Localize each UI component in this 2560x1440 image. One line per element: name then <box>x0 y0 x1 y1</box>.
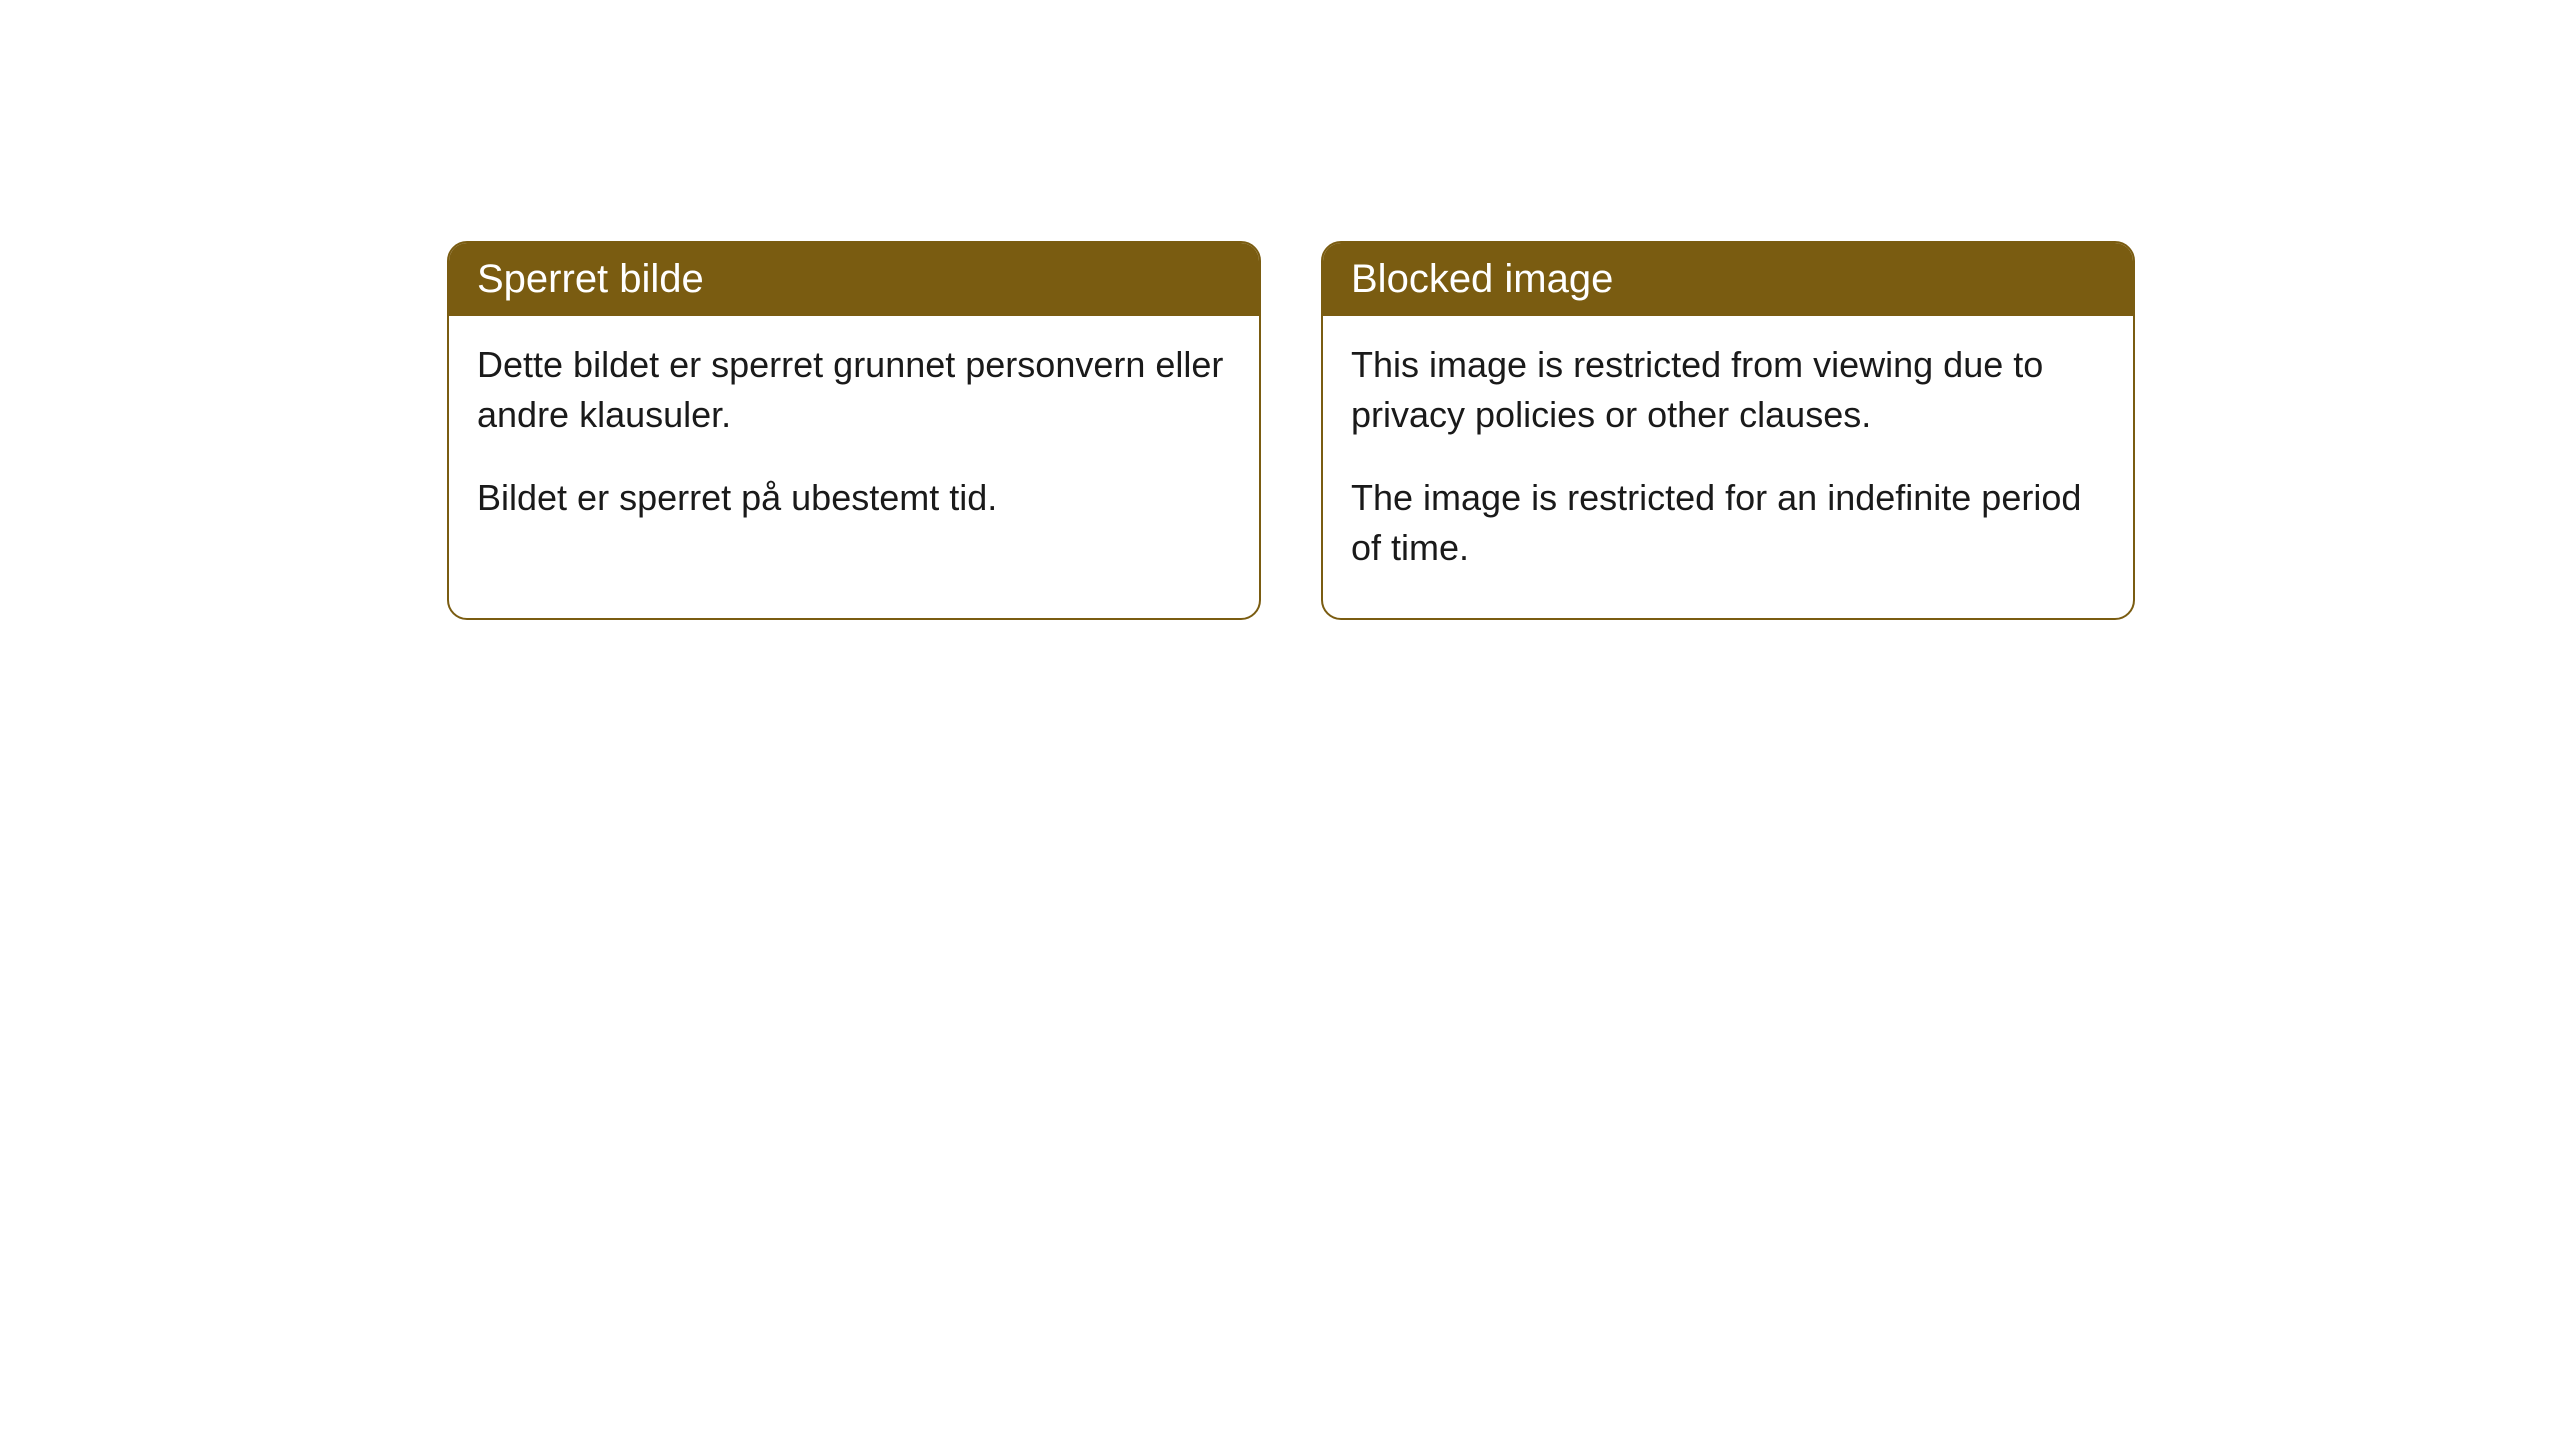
card-paragraph-2-english: The image is restricted for an indefinit… <box>1351 473 2105 574</box>
blocked-image-card-norwegian: Sperret bilde Dette bildet er sperret gr… <box>447 241 1261 620</box>
card-paragraph-2-norwegian: Bildet er sperret på ubestemt tid. <box>477 473 1231 523</box>
card-body-norwegian: Dette bildet er sperret grunnet personve… <box>449 316 1259 567</box>
card-header-norwegian: Sperret bilde <box>449 243 1259 316</box>
card-body-english: This image is restricted from viewing du… <box>1323 316 2133 618</box>
card-paragraph-1-norwegian: Dette bildet er sperret grunnet personve… <box>477 340 1231 441</box>
card-title-english: Blocked image <box>1351 257 1613 301</box>
notice-cards-container: Sperret bilde Dette bildet er sperret gr… <box>447 241 2560 620</box>
card-header-english: Blocked image <box>1323 243 2133 316</box>
card-paragraph-1-english: This image is restricted from viewing du… <box>1351 340 2105 441</box>
card-title-norwegian: Sperret bilde <box>477 257 704 301</box>
blocked-image-card-english: Blocked image This image is restricted f… <box>1321 241 2135 620</box>
